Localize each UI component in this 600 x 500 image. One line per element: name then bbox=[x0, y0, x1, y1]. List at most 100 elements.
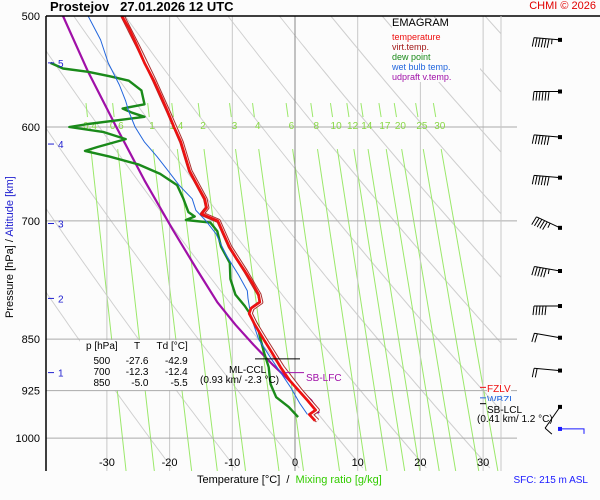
mixing-ratio-line bbox=[422, 148, 480, 471]
dry-adiabat bbox=[433, 16, 501, 93]
level-markers bbox=[255, 358, 486, 405]
mixing-ratio-line bbox=[252, 103, 255, 118]
wind-barb-feather bbox=[531, 175, 535, 185]
wind-barb-feather bbox=[537, 135, 541, 145]
wind-barb-feather bbox=[538, 305, 541, 316]
mixing-ratio-line bbox=[197, 103, 201, 118]
temperature-tick-label: -30 bbox=[99, 457, 115, 469]
sb-lcl-label: SB-LCL bbox=[487, 405, 523, 416]
pressure-tick-label: 850 bbox=[22, 334, 40, 346]
temperature-tick-label: 10 bbox=[352, 457, 364, 469]
temperature-tick-label: 20 bbox=[414, 457, 426, 469]
wind-barb-feather bbox=[546, 136, 550, 146]
legend-title: EMAGRAM bbox=[392, 17, 449, 29]
mixing-ratio-line bbox=[147, 103, 150, 118]
wind-barb-feather bbox=[543, 38, 547, 48]
surface-wind-marker bbox=[560, 428, 585, 434]
wind-barb-feather bbox=[531, 266, 535, 276]
mixing-ratio-label: 1 bbox=[149, 121, 155, 132]
mixing-ratio-line bbox=[112, 103, 115, 118]
wind-barb-staff bbox=[534, 174, 561, 179]
wind-barb bbox=[544, 404, 562, 435]
wind-barb-staff bbox=[534, 37, 561, 41]
wind-barb-feather bbox=[541, 305, 544, 316]
mixing-ratio-line bbox=[415, 102, 419, 118]
wind-barb-feather bbox=[541, 91, 544, 101]
temperature-tick-label: 0 bbox=[292, 457, 298, 469]
table-row: 850 -5.0 -5.5 bbox=[82, 378, 192, 389]
mixing-ratio-line bbox=[353, 149, 406, 471]
wind-barb bbox=[531, 174, 562, 186]
temperature-tick-label: 30 bbox=[477, 457, 489, 469]
cell-temperature: -12.3 bbox=[125, 367, 149, 378]
mixing-ratio-line bbox=[152, 149, 193, 471]
sb-lcl-value: (0.41 km/ 1.2 °C) bbox=[477, 414, 553, 425]
pressure-tick-label: 600 bbox=[22, 122, 40, 134]
mixing-ratio-label: 25 bbox=[416, 121, 428, 132]
y-title-pressure: Pressure [hPa] bbox=[4, 245, 16, 318]
table-row: 500 -27.6 -42.9 bbox=[82, 356, 192, 367]
wind-barb-feather bbox=[531, 368, 535, 378]
legend-item-dew-point: dew point bbox=[392, 52, 431, 62]
dry-adiabat bbox=[176, 16, 501, 412]
legend-item-updraft-vtemp: udpraft v.temp. bbox=[392, 72, 452, 82]
pressure-tick-label: 1000 bbox=[16, 433, 40, 445]
wind-barb-staff bbox=[536, 216, 561, 229]
wind-barb-feather bbox=[532, 305, 535, 316]
mixing-ratio-label: 4 bbox=[255, 121, 261, 132]
mixing-ratio-line bbox=[90, 149, 127, 471]
wind-barb-feather bbox=[532, 91, 535, 101]
mixing-ratio-line bbox=[393, 103, 397, 118]
x-title-mixing-ratio: Mixing ratio [g/kg] bbox=[295, 474, 382, 486]
dry-adiabat bbox=[227, 16, 501, 344]
dry-adiabat bbox=[46, 127, 300, 469]
cell-temperature: -27.6 bbox=[125, 356, 149, 367]
dry-adiabat bbox=[537, 16, 600, 468]
wind-barb-feather bbox=[540, 176, 544, 186]
x-title-separator: / bbox=[280, 474, 296, 486]
wind-barb-feather bbox=[544, 427, 553, 435]
wind-barb-staff bbox=[534, 332, 561, 339]
isobar-gridlines bbox=[46, 126, 517, 439]
mixing-ratio-label: 3 bbox=[232, 121, 238, 132]
wind-barb-half-feather bbox=[547, 222, 551, 228]
wind-barb-feather bbox=[535, 305, 538, 316]
wind-barb-feather bbox=[534, 134, 538, 145]
wind-barb-staff bbox=[534, 265, 561, 272]
mixing-ratio-line bbox=[360, 103, 364, 118]
table-row: 700 -12.3 -12.4 bbox=[82, 367, 192, 378]
dry-adiabat bbox=[124, 16, 491, 469]
wind-barb-feather bbox=[538, 91, 541, 101]
dry-adiabat bbox=[73, 16, 427, 469]
y-axis-title: Pressure [hPa] / Altitude [km] bbox=[4, 176, 16, 318]
brand-credit: CHMI © 2026 bbox=[529, 0, 596, 12]
altitude-tick-label: 4 bbox=[58, 140, 64, 151]
wind-barb-feather bbox=[540, 135, 544, 145]
mixing-ratio-label: 12 bbox=[347, 121, 359, 132]
y-title-separator: / bbox=[4, 236, 16, 246]
altitude-tick-label: 5 bbox=[58, 59, 64, 70]
wind-barb-feather bbox=[534, 368, 538, 378]
wind-barb-staff bbox=[544, 406, 561, 429]
mixing-ratio-label: 10 bbox=[331, 121, 343, 132]
wind-barb-feather bbox=[540, 267, 544, 277]
dry-adiabat bbox=[330, 16, 501, 215]
mixing-ratio-line bbox=[329, 103, 334, 118]
mixing-ratio-line bbox=[346, 103, 350, 118]
legend: EMAGRAM temperature virt.temp. dew point… bbox=[392, 18, 480, 82]
chart-title: Prostejov 27.01.2026 12 UTC bbox=[50, 0, 234, 14]
wind-barb-feather bbox=[534, 266, 538, 276]
profile-series bbox=[50, 16, 320, 423]
wind-barb bbox=[531, 37, 562, 48]
mixing-ratio-line bbox=[440, 148, 499, 471]
wind-barb-feather bbox=[544, 305, 547, 316]
cell-dewpoint: -5.5 bbox=[170, 378, 188, 389]
wind-barb-feather bbox=[543, 135, 547, 145]
mixing-ratio-label: 20 bbox=[395, 121, 407, 132]
wind-barb bbox=[531, 367, 562, 378]
wind-barb bbox=[531, 332, 562, 343]
wind-barb-feather bbox=[531, 37, 535, 47]
wind-barb-staff bbox=[534, 367, 561, 372]
